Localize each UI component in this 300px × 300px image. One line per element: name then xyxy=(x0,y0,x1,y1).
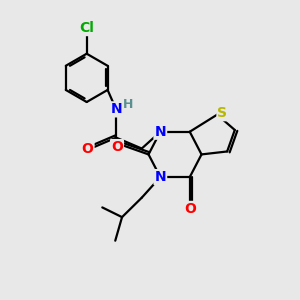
Text: S: S xyxy=(218,106,227,120)
Text: N: N xyxy=(154,170,166,184)
Text: N: N xyxy=(110,102,122,116)
Text: Cl: Cl xyxy=(79,21,94,35)
Text: H: H xyxy=(123,98,134,111)
Text: O: O xyxy=(111,140,123,154)
Text: N: N xyxy=(154,125,166,139)
Text: O: O xyxy=(82,142,94,155)
Text: O: O xyxy=(184,202,196,216)
